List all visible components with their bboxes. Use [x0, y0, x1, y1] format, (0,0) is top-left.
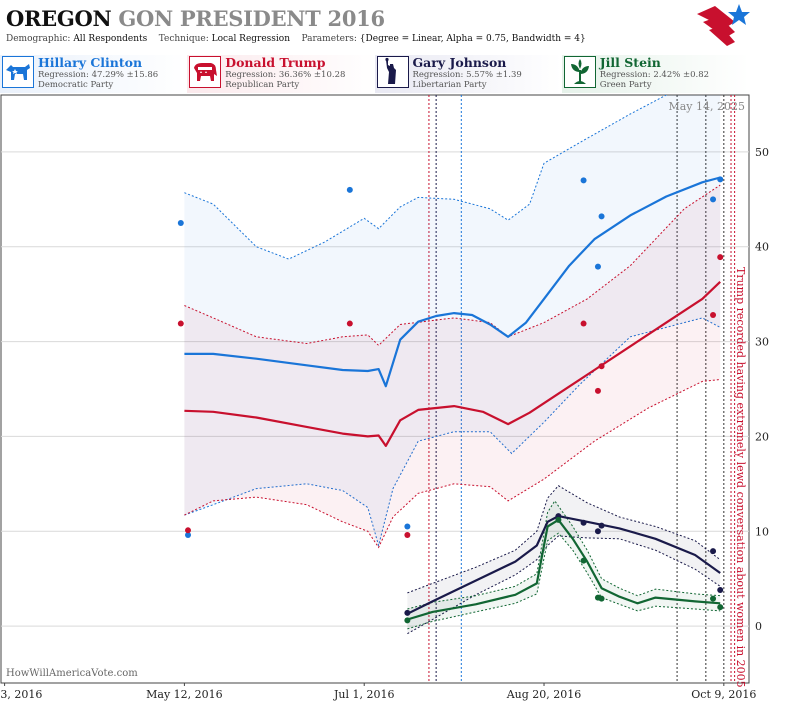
- jill-steinpoll-point-2: [580, 557, 587, 564]
- legend-johnson: Gary Johnson Regression: 5.57% ±1.39 Lib…: [374, 55, 562, 93]
- y-tick-label-0: 0: [755, 620, 762, 633]
- johnson-regression: Regression: 5.57% ±1.39: [412, 70, 522, 80]
- event-annotation: Trump recorded having extremely lewd con…: [734, 267, 747, 688]
- x-tick-label-3: Aug 20, 2016: [506, 688, 582, 701]
- elephant-icon: [189, 56, 222, 88]
- star-logo-icon: [697, 4, 750, 46]
- donald-trumpupper-bound: [184, 184, 721, 347]
- parameters-value: {Degree = Linear, Alpha = 0.75, Bandwidt…: [359, 34, 586, 44]
- stein-party: Green Party: [599, 80, 652, 90]
- clinton-party: Democratic Party: [38, 80, 114, 90]
- watermark: HowWillAmericaVote.com: [6, 668, 138, 679]
- hillary-clintonpoll-point-8: [717, 176, 724, 183]
- technique-label: Technique:: [158, 34, 209, 44]
- hillary-clintonpoll-point-5: [598, 213, 605, 220]
- hillary-clintonband: [184, 95, 721, 546]
- donald-trumppoll-point-7: [710, 312, 717, 319]
- legend-stein: Jill Stein Regression: 2.42% ±0.82 Green…: [561, 55, 749, 93]
- chart-parameters: Demographic: All Respondents Technique: …: [6, 34, 586, 44]
- gary-johnsonband: [407, 485, 721, 634]
- jill-steinpoll-point-5: [710, 595, 717, 602]
- stein-name: Jill Stein: [599, 55, 661, 70]
- johnson-party: Libertarian Party: [412, 80, 487, 90]
- gary-johnsonpoll-point-3: [594, 528, 601, 535]
- hillary-clintonpoll-point-3: [404, 523, 411, 530]
- gary-johnsonpoll-point-2: [580, 519, 587, 526]
- donald-trumppoll-point-6: [598, 363, 605, 370]
- parameters-label: Parameters:: [301, 34, 357, 44]
- hillary-clintonupper-bound: [184, 95, 668, 260]
- donald-trumpband: [184, 185, 721, 548]
- trump-party: Republican Party: [225, 80, 300, 90]
- jill-steinregression-line: [407, 518, 721, 621]
- donald-trumppoll-point-5: [594, 387, 601, 394]
- legend-trump: Donald Trump Regression: 36.36% ±10.28 R…: [187, 55, 375, 93]
- gary-johnsonpoll-point-4: [598, 522, 605, 529]
- liberty-icon: [376, 56, 409, 88]
- plant-icon: [563, 56, 596, 88]
- x-tick-label-2: Jul 1, 2016: [333, 688, 395, 701]
- hillary-clintonpoll-point-7: [710, 196, 717, 203]
- gary-johnsonpoll-point-0: [404, 609, 411, 616]
- donald-trumppoll-point-2: [346, 320, 353, 327]
- jill-steinpoll-point-4: [598, 595, 605, 602]
- donald-trumppoll-point-8: [717, 254, 724, 261]
- hillary-clintonpoll-point-6: [594, 263, 601, 270]
- hillary-clintonregression-line: [184, 176, 721, 388]
- donald-trumplower-bound: [184, 379, 721, 549]
- jill-steinpoll-point-1: [555, 516, 562, 523]
- stein-regression: Regression: 2.42% ±0.82: [599, 70, 710, 80]
- donald-trumppoll-point-4: [580, 320, 587, 327]
- johnson-name: Gary Johnson: [412, 55, 507, 70]
- donald-trumpregression-line: [184, 281, 721, 447]
- jill-steinpoll-point-0: [404, 617, 411, 624]
- chart-title: OREGON GON PRESIDENT 2016: [6, 6, 385, 31]
- demographic-label: Demographic:: [6, 34, 71, 44]
- candidate-legend: Hillary Clinton Regression: 47.29% ±15.8…: [0, 55, 749, 93]
- clinton-name: Hillary Clinton: [38, 55, 143, 70]
- y-tick-label-10: 10: [755, 525, 769, 538]
- hillary-clintonpoll-point-1: [185, 532, 191, 539]
- legend-clinton: Hillary Clinton Regression: 47.29% ±15.8…: [0, 55, 188, 93]
- donkey-icon: [2, 56, 34, 88]
- jill-steinpoll-point-6: [717, 604, 724, 611]
- y-tick-label-20: 20: [755, 430, 769, 443]
- technique-value: Local Regression: [211, 34, 291, 44]
- jill-steinlower-bound: [407, 532, 721, 630]
- demographic-value: All Respondents: [73, 34, 148, 44]
- donald-trumppoll-point-0: [177, 320, 184, 327]
- hillary-clintonpoll-point-0: [177, 220, 184, 227]
- trump-regression: Regression: 36.36% ±10.28: [225, 70, 346, 80]
- hillary-clintonpoll-point-4: [580, 177, 587, 184]
- gary-johnsonregression-line: [406, 514, 721, 615]
- gary-johnsonupper-bound: [407, 485, 721, 594]
- gary-johnsonpoll-point-6: [717, 587, 724, 594]
- hillary-clintonpoll-point-2: [346, 186, 353, 193]
- clinton-regression: Regression: 47.29% ±15.86: [38, 70, 159, 80]
- x-tick-label-4: Oct 9, 2016: [691, 688, 756, 701]
- donald-trumppoll-point-3: [404, 532, 411, 539]
- y-tick-label-30: 30: [755, 336, 769, 349]
- gary-johnsonpoll-point-5: [710, 548, 717, 555]
- x-tick-label-1: May 12, 2016: [146, 688, 223, 701]
- y-tick-label-50: 50: [755, 146, 769, 159]
- plot-area: [177, 95, 736, 683]
- title-rest: GON PRESIDENT 2016: [118, 6, 385, 31]
- x-tick-label-0: Mar 23, 2016: [0, 688, 42, 701]
- plot-frame: [0, 94, 750, 684]
- y-tick-label-40: 40: [755, 241, 769, 254]
- jill-steinband: [407, 500, 721, 629]
- date-stamp: May 14, 2025: [668, 100, 745, 113]
- donald-trumppoll-point-1: [185, 527, 191, 534]
- title-state: OREGON: [6, 6, 112, 31]
- trump-name: Donald Trump: [225, 55, 326, 70]
